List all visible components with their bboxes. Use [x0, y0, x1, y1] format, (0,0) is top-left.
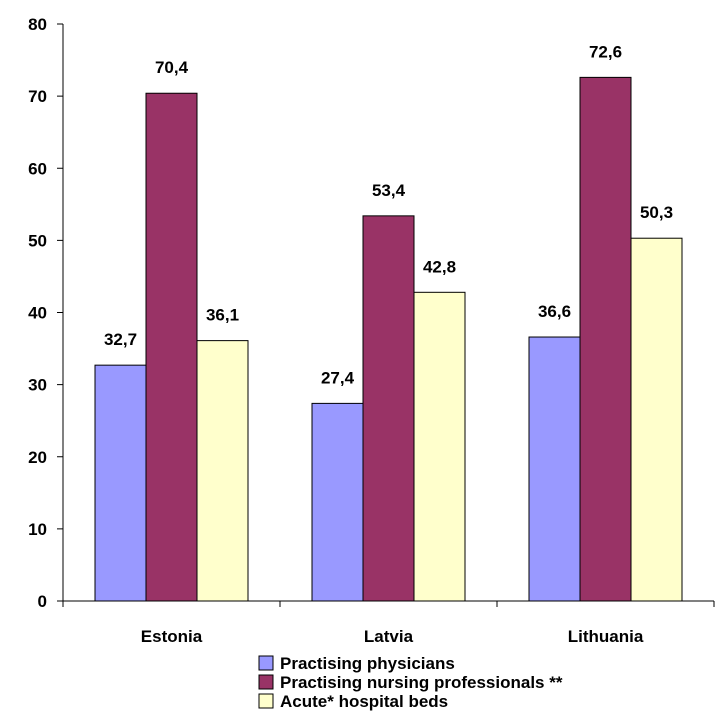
legend-swatch: [258, 674, 274, 690]
legend-label: Acute* hospital beds: [280, 692, 448, 711]
axes: 0 10 20 30 40 50 60 70 80 Estonia Latvia Lithuania: [28, 15, 715, 646]
y-tick-label: 50: [28, 231, 47, 250]
bar: [196, 340, 249, 602]
y-tick-label: 30: [28, 376, 47, 395]
y-tick-label: 60: [28, 159, 47, 178]
data-label: 32,7: [104, 330, 137, 349]
data-label: 72,6: [589, 42, 622, 61]
bar: [362, 215, 415, 602]
data-labels: 32,7 70,4 36,1 27,4 53,4 42,8 36,6 72,6 50,3: [104, 42, 673, 387]
x-category-label: Estonia: [141, 627, 203, 646]
bar: [579, 76, 632, 602]
data-label: 27,4: [321, 368, 355, 387]
x-category-label: Latvia: [364, 627, 414, 646]
bar: [311, 402, 364, 602]
y-tick-label: 10: [28, 520, 47, 539]
bar: [528, 336, 581, 602]
y-tick-label: 80: [28, 15, 47, 34]
bar: [94, 364, 147, 602]
data-label: 42,8: [423, 257, 456, 276]
x-category-label: Lithuania: [568, 627, 644, 646]
data-label: 36,1: [206, 306, 239, 325]
y-tick-label: 40: [28, 304, 47, 323]
legend-swatch: [258, 693, 274, 709]
data-label: 50,3: [640, 203, 673, 222]
bar: [145, 92, 198, 602]
data-label: 36,6: [538, 302, 571, 321]
legend-swatch: [258, 655, 274, 671]
y-tick-label: 70: [28, 87, 47, 106]
bar: [630, 237, 683, 602]
legend-label: Practising nursing professionals **: [280, 673, 563, 692]
y-tick-label: 0: [38, 592, 47, 611]
data-label: 53,4: [372, 181, 406, 200]
data-label: 70,4: [155, 58, 189, 77]
y-tick-label: 20: [28, 448, 47, 467]
bars: [94, 76, 683, 602]
bar: [413, 291, 466, 602]
legend-label: Practising physicians: [280, 654, 455, 673]
